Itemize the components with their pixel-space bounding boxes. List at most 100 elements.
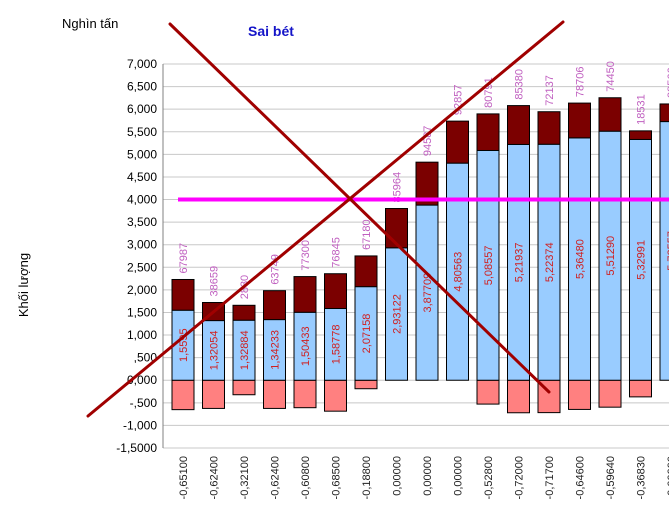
base-value-label: 5,21937 [514,242,526,282]
top-value-label: 38659 [209,266,221,297]
base-value-label: 2,07158 [361,314,373,354]
negative-bar [324,379,347,412]
negative-bar [202,379,225,409]
y-tick-label: 2,500 [127,260,157,274]
x-tick-label: -0,64600 [575,456,587,499]
y-tick-label: 6,500 [127,80,157,94]
top-value-label: 77300 [300,240,312,271]
top-value-label: 85380 [514,69,526,100]
annotation-text: Sai bét [248,23,294,39]
top-bar [171,278,195,311]
top-bar [446,120,469,164]
top-value-label: 74450 [605,61,617,92]
x-tick-label: 0,00000 [453,456,465,496]
y-tick-label: 4,000 [127,193,157,207]
negative-bar [354,379,378,390]
top-value-label: 78706 [575,66,587,97]
negative-bar [263,379,286,409]
trend-line-down [168,22,551,394]
top-labels: 6798738659283063749773007684567180859649… [178,61,669,299]
x-tick-label: -0,72000 [514,456,526,499]
y-tick-label: -1,000 [123,418,157,432]
negative-bar [293,379,317,409]
y-tick-label: -,500 [130,396,158,410]
top-bar [293,276,317,313]
x-tick-label: -0,59640 [605,456,617,499]
x-tick-label: 0,00000 [666,456,669,496]
base-value-label: 1,32884 [239,330,251,370]
top-bar [537,111,561,145]
top-bar [415,161,439,206]
y-tick-label: 4,500 [127,170,157,184]
y-tick-label: 5,000 [127,147,157,161]
top-value-label: 76845 [331,237,343,268]
base-value-label: 5,22374 [544,242,556,282]
x-tick-label: -0,62400 [209,456,221,499]
value-labels: 1,5595 1,32054 1,32884 1,34233 1,50433 1,5877… [178,231,669,370]
x-tick-label: 0,00000 [422,456,434,496]
y-axis-ticks: -1,5000-1,000-,5000,000,5001,0001,5002,0… [116,57,157,455]
y-tick-label: 5,500 [127,125,157,139]
x-tick-label: -0,32100 [239,456,251,499]
negative-bar [232,379,256,396]
base-value-label: 1,50433 [300,326,312,366]
negative-bar [171,379,195,411]
unit-label: Nghìn tấn [62,16,118,31]
top-bar [354,255,378,288]
negative-bar [568,379,591,410]
top-bar [324,273,347,310]
y-tick-label: 3,500 [127,215,157,229]
top-value-label: 67180 [361,219,373,250]
top-bar [476,113,500,151]
top-bar [263,290,286,321]
y-tick-label: 7,000 [127,57,157,71]
base-value-label: 1,32054 [209,331,221,371]
top-bar [659,103,669,123]
top-bar [629,130,652,140]
x-tick-label: -0,68500 [331,456,343,499]
base-value-label: 2,93122 [392,294,404,334]
x-tick-label: -0,65100 [178,456,190,499]
base-value-label: 5,72557 [666,231,669,271]
top-value-label: 38566 [666,67,669,98]
top-bar [568,102,591,139]
top-bar [232,304,256,321]
top-value-label: 72137 [544,75,556,106]
top-value-label: 18531 [636,94,648,125]
y-tick-label: 3,000 [127,238,157,252]
negative-bar [476,379,500,405]
base-value-label: 5,32991 [636,240,648,280]
base-value-label: 5,08557 [483,245,495,285]
x-tick-label: -0,60800 [300,456,312,499]
base-value-label: 4,80563 [453,252,465,292]
x-tick-label: -0,71700 [544,456,556,499]
x-tick-label: 0,00000 [392,456,404,496]
base-value-label: 1,58778 [331,324,343,364]
x-tick-label: -0,52800 [483,456,495,499]
y-tick-label: 6,000 [127,102,157,116]
overlay [86,20,669,418]
y-tick-label: -1,5000 [116,441,157,455]
base-value-label: 1,34233 [270,330,282,370]
x-tick-label: -0,18800 [361,456,373,499]
top-bar [507,105,530,145]
base-value-label: 5,51290 [605,236,617,276]
top-value-label: 67987 [178,243,190,274]
y-tick-label: 1,500 [127,305,157,319]
base-value-label: 1,5595 [178,328,190,362]
base-value-label: 5,36480 [575,239,587,279]
top-value-label: 85964 [392,172,404,203]
negative-bar [507,379,530,414]
x-tick-label: -0,36830 [636,456,648,499]
y-tick-label: 2,000 [127,283,157,297]
x-tick-label: -0,62400 [270,456,282,499]
x-axis-labels: -0,65100 -0,62400 -0,32100 -0,62400 -0,60800… [178,456,669,499]
negative-bar [598,379,622,408]
y-tick-label: 1,000 [127,328,157,342]
base-value-label: 3,87709 [422,273,434,313]
y-axis-title: Khối lượng [16,253,31,317]
top-bar [598,97,622,132]
y-tick-label: ,500 [134,351,158,365]
negative-bar [629,379,652,398]
